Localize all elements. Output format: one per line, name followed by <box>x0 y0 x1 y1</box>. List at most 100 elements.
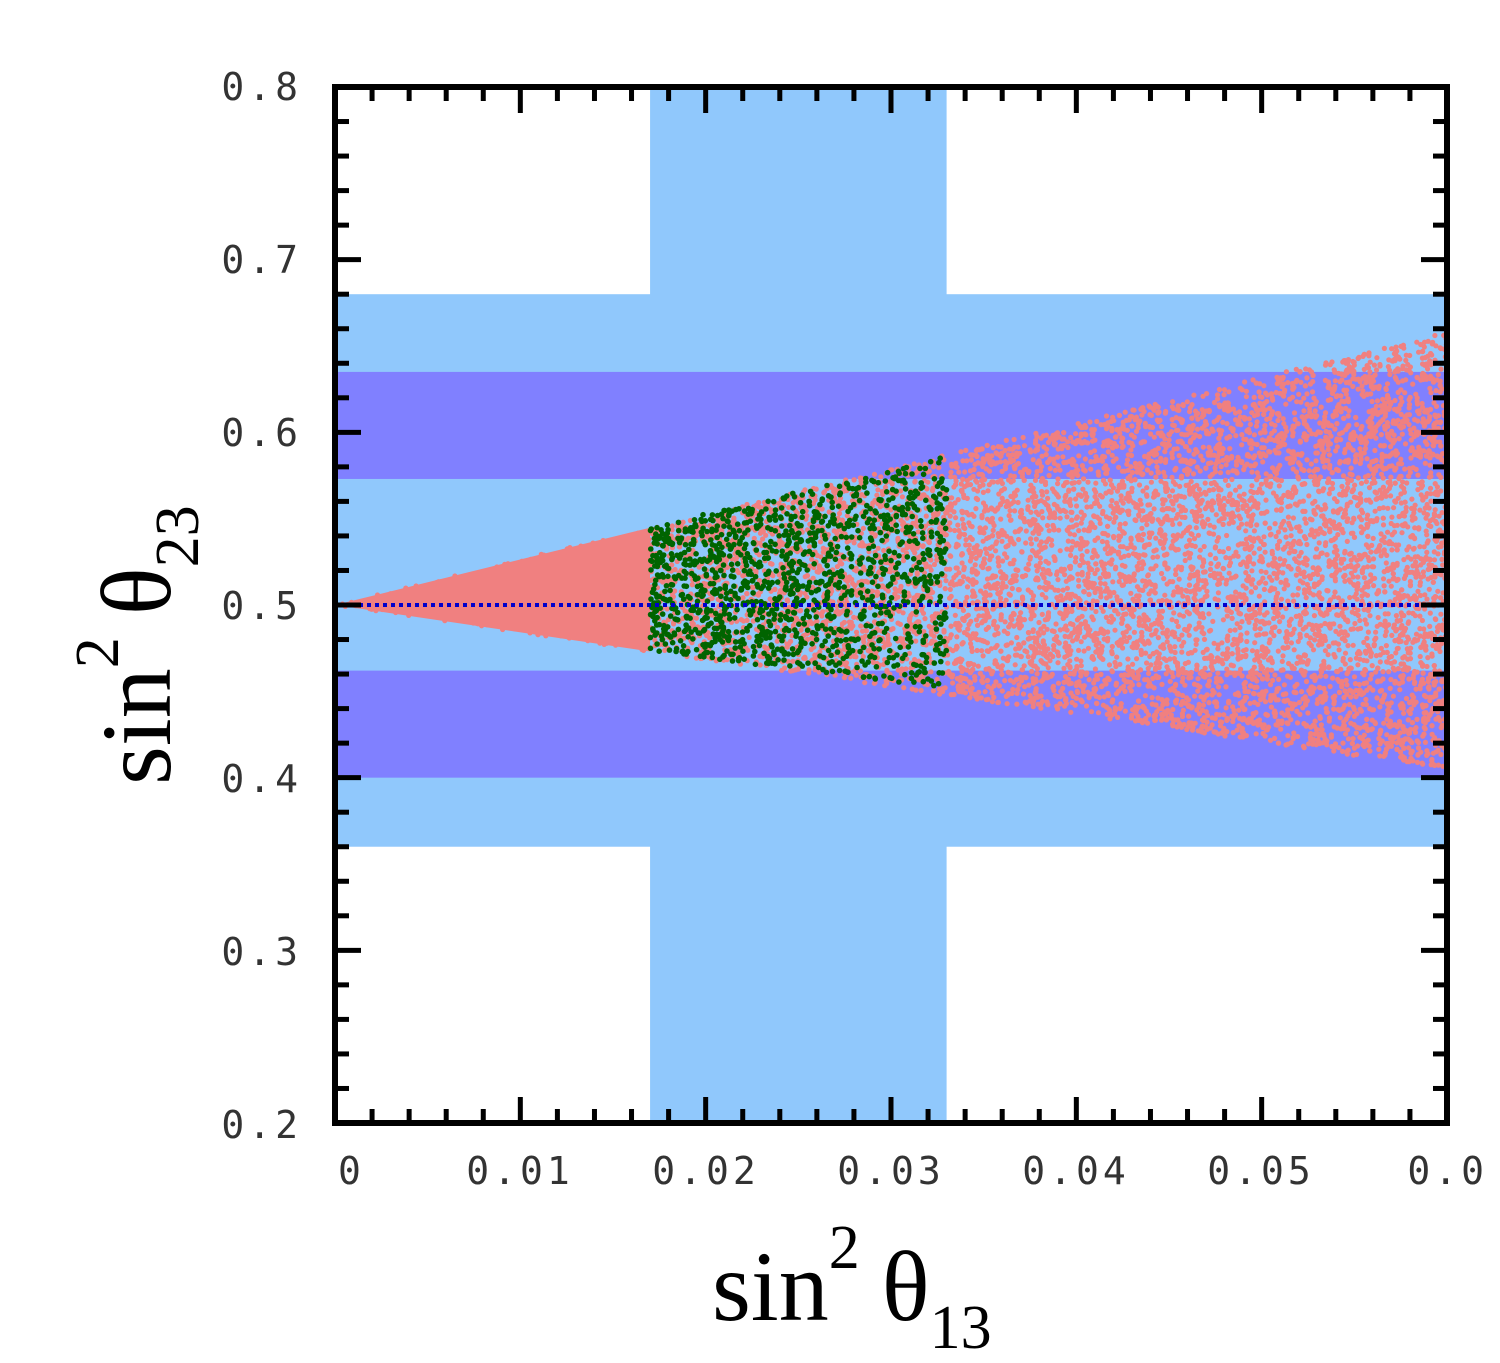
allowed-point <box>1398 638 1404 645</box>
allowed-point <box>1225 482 1231 489</box>
allowed-point <box>1237 484 1243 490</box>
allowed-point <box>1267 532 1273 538</box>
allowed-point <box>1356 681 1362 688</box>
allowed-point <box>1012 466 1018 472</box>
allowed-point <box>1220 651 1226 657</box>
allowed-point <box>1313 443 1319 449</box>
allowed-point <box>1290 515 1296 521</box>
allowed-point <box>1263 453 1269 459</box>
allowed-point <box>936 465 942 471</box>
allowed-point <box>1283 534 1289 540</box>
allowed-point <box>1419 400 1425 407</box>
allowed-point <box>1098 605 1104 611</box>
allowed-point <box>1386 578 1392 584</box>
allowed-point <box>1243 694 1249 701</box>
allowed-point <box>954 676 960 682</box>
allowed-point <box>1046 528 1052 534</box>
allowed-point <box>1193 626 1199 632</box>
allowed-point <box>1425 655 1431 661</box>
allowed-point <box>878 474 884 480</box>
allowed-point <box>1310 565 1316 571</box>
allowed-point <box>1355 662 1361 668</box>
allowed-point <box>1036 619 1042 626</box>
allowed-point <box>1103 413 1110 419</box>
allowed-point <box>959 560 965 566</box>
allowed-point <box>1162 473 1168 480</box>
allowed-point <box>1164 581 1170 587</box>
allowed-point <box>1052 467 1058 473</box>
allowed-point <box>1322 464 1328 470</box>
allowed-point <box>1294 720 1301 726</box>
allowed-point <box>1057 548 1063 554</box>
allowed-point <box>1304 375 1310 381</box>
allowed-point <box>664 606 670 612</box>
allowed-point <box>1253 731 1259 737</box>
allowed-point <box>1207 566 1214 573</box>
allowed-point <box>1077 423 1083 430</box>
allowed-point <box>1082 456 1088 462</box>
allowed-point <box>1239 619 1245 625</box>
allowed-point <box>1175 403 1181 409</box>
allowed-point <box>996 591 1002 597</box>
allowed-point <box>1199 717 1206 723</box>
allowed-point <box>669 527 675 533</box>
allowed-point <box>1323 673 1329 679</box>
allowed-point <box>1211 479 1217 486</box>
allowed-point <box>1304 632 1310 639</box>
allowed-point <box>1169 488 1176 494</box>
allowed-point <box>1151 434 1157 440</box>
allowed-point <box>1334 552 1340 559</box>
allowed-point <box>1326 452 1333 458</box>
allowed-point <box>1291 647 1297 653</box>
allowed-point <box>1023 566 1029 572</box>
allowed-point <box>1366 351 1372 357</box>
allowed-point <box>1176 576 1182 582</box>
allowed-point <box>1256 593 1262 599</box>
allowed-point <box>1251 550 1257 556</box>
allowed-point <box>1243 647 1249 653</box>
allowed-point <box>1225 469 1231 475</box>
allowed-point <box>1263 471 1269 477</box>
allowed-point <box>1073 555 1079 561</box>
allowed-point <box>1276 628 1282 635</box>
allowed-point <box>973 506 979 512</box>
allowed-point <box>1372 508 1378 514</box>
allowed-point <box>757 662 763 668</box>
allowed-point <box>1144 493 1150 499</box>
allowed-point <box>1159 597 1165 604</box>
allowed-point <box>1326 382 1332 388</box>
allowed-point <box>1215 684 1222 690</box>
allowed-point <box>820 545 826 551</box>
allowed-point <box>1209 722 1215 728</box>
allowed-point <box>918 687 924 694</box>
allowed-point <box>1362 617 1368 623</box>
allowed-point <box>1271 615 1277 622</box>
allowed-point <box>1325 479 1331 486</box>
allowed-point <box>1380 576 1387 582</box>
allowed-point <box>1193 641 1199 647</box>
allowed-point <box>1100 477 1107 484</box>
allowed-point <box>901 685 907 691</box>
allowed-point <box>1118 493 1124 499</box>
allowed-point <box>1155 635 1161 641</box>
allowed-point <box>1154 554 1161 560</box>
allowed-point <box>1109 643 1115 650</box>
allowed-point <box>1124 638 1130 645</box>
allowed-point <box>807 544 813 550</box>
allowed-point <box>1395 417 1401 423</box>
allowed-point <box>1210 618 1216 625</box>
allowed-point <box>1308 736 1314 743</box>
allowed-point <box>669 562 675 568</box>
allowed-point <box>1252 640 1258 646</box>
allowed-point <box>1183 587 1189 594</box>
allowed-point <box>1315 565 1321 571</box>
allowed-point <box>1160 698 1166 704</box>
allowed-point <box>1269 548 1275 555</box>
allowed-point <box>1280 416 1286 422</box>
allowed-point <box>1078 673 1084 679</box>
allowed-point <box>1378 471 1385 477</box>
allowed-point <box>1364 439 1370 445</box>
allowed-point <box>989 690 995 696</box>
allowed-point <box>860 525 867 532</box>
allowed-point <box>1435 762 1441 768</box>
